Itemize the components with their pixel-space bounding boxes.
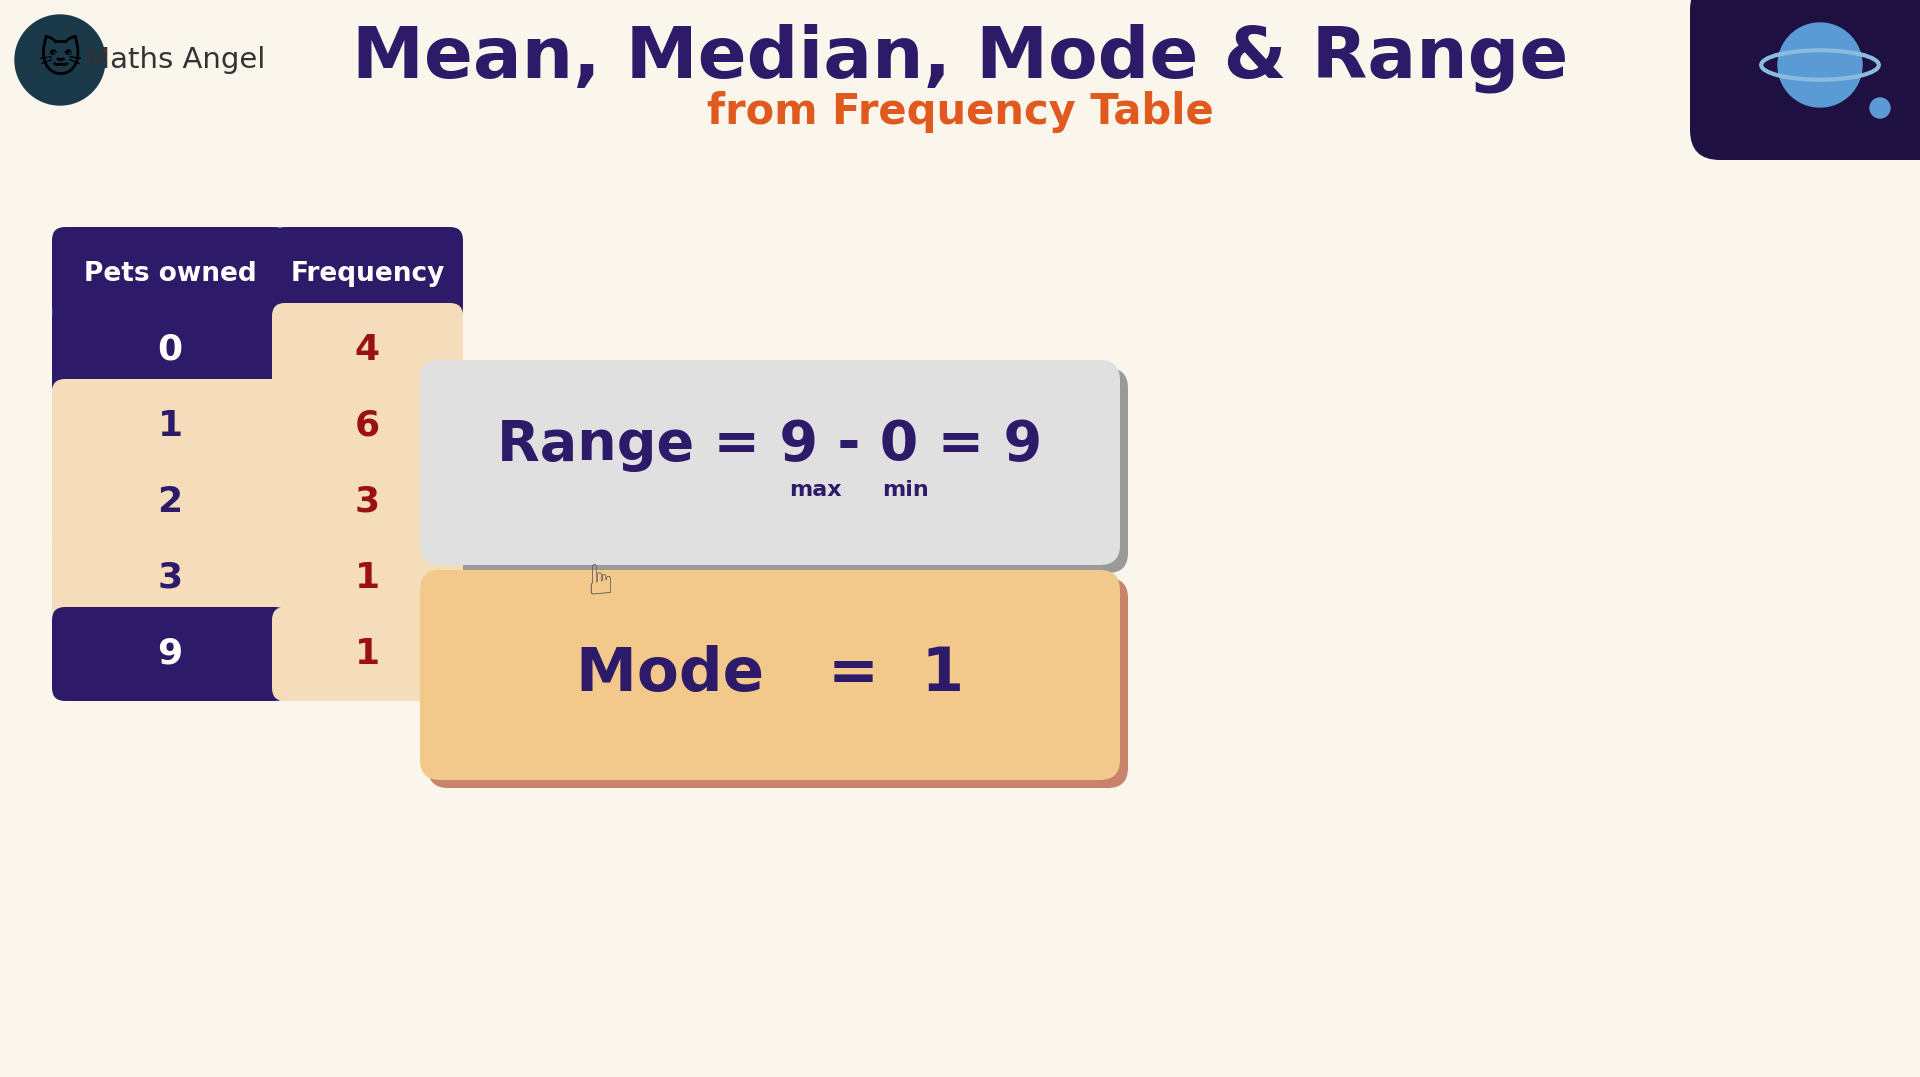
Text: 0: 0 — [157, 333, 182, 367]
Text: 1: 1 — [355, 637, 380, 671]
Text: 9: 9 — [157, 637, 182, 671]
FancyBboxPatch shape — [420, 570, 1119, 780]
Text: 4: 4 — [355, 333, 380, 367]
FancyBboxPatch shape — [428, 368, 1129, 573]
FancyBboxPatch shape — [273, 531, 463, 625]
Circle shape — [1870, 98, 1889, 118]
Text: min: min — [881, 480, 929, 501]
Text: 1: 1 — [157, 409, 182, 443]
Text: Range = 9 - 0 = 9: Range = 9 - 0 = 9 — [497, 418, 1043, 472]
Text: Mean, Median, Mode & Range: Mean, Median, Mode & Range — [351, 24, 1569, 93]
FancyBboxPatch shape — [273, 303, 463, 397]
Text: Mode   =  1: Mode = 1 — [576, 645, 964, 704]
FancyBboxPatch shape — [273, 227, 463, 321]
FancyBboxPatch shape — [52, 303, 288, 397]
Text: max: max — [789, 480, 841, 501]
FancyBboxPatch shape — [428, 578, 1129, 788]
Text: Maths Angel: Maths Angel — [84, 46, 265, 74]
Text: Frequency: Frequency — [290, 261, 445, 286]
Circle shape — [1778, 23, 1862, 107]
FancyBboxPatch shape — [273, 454, 463, 549]
Text: ☞: ☞ — [580, 557, 620, 593]
Text: Pets owned: Pets owned — [84, 261, 257, 286]
Text: 3: 3 — [157, 561, 182, 595]
FancyBboxPatch shape — [273, 607, 463, 701]
Text: 2: 2 — [157, 485, 182, 519]
FancyBboxPatch shape — [52, 607, 288, 701]
FancyBboxPatch shape — [273, 379, 463, 473]
FancyBboxPatch shape — [52, 227, 288, 321]
Text: 1: 1 — [355, 561, 380, 595]
FancyBboxPatch shape — [420, 360, 1119, 565]
FancyBboxPatch shape — [52, 379, 288, 473]
Circle shape — [15, 15, 106, 104]
FancyBboxPatch shape — [52, 454, 288, 549]
Text: from Frequency Table: from Frequency Table — [707, 90, 1213, 132]
FancyBboxPatch shape — [1690, 0, 1920, 160]
Text: 3: 3 — [355, 485, 380, 519]
Text: 6: 6 — [355, 409, 380, 443]
FancyBboxPatch shape — [52, 531, 288, 625]
Text: 🐱: 🐱 — [38, 39, 83, 81]
